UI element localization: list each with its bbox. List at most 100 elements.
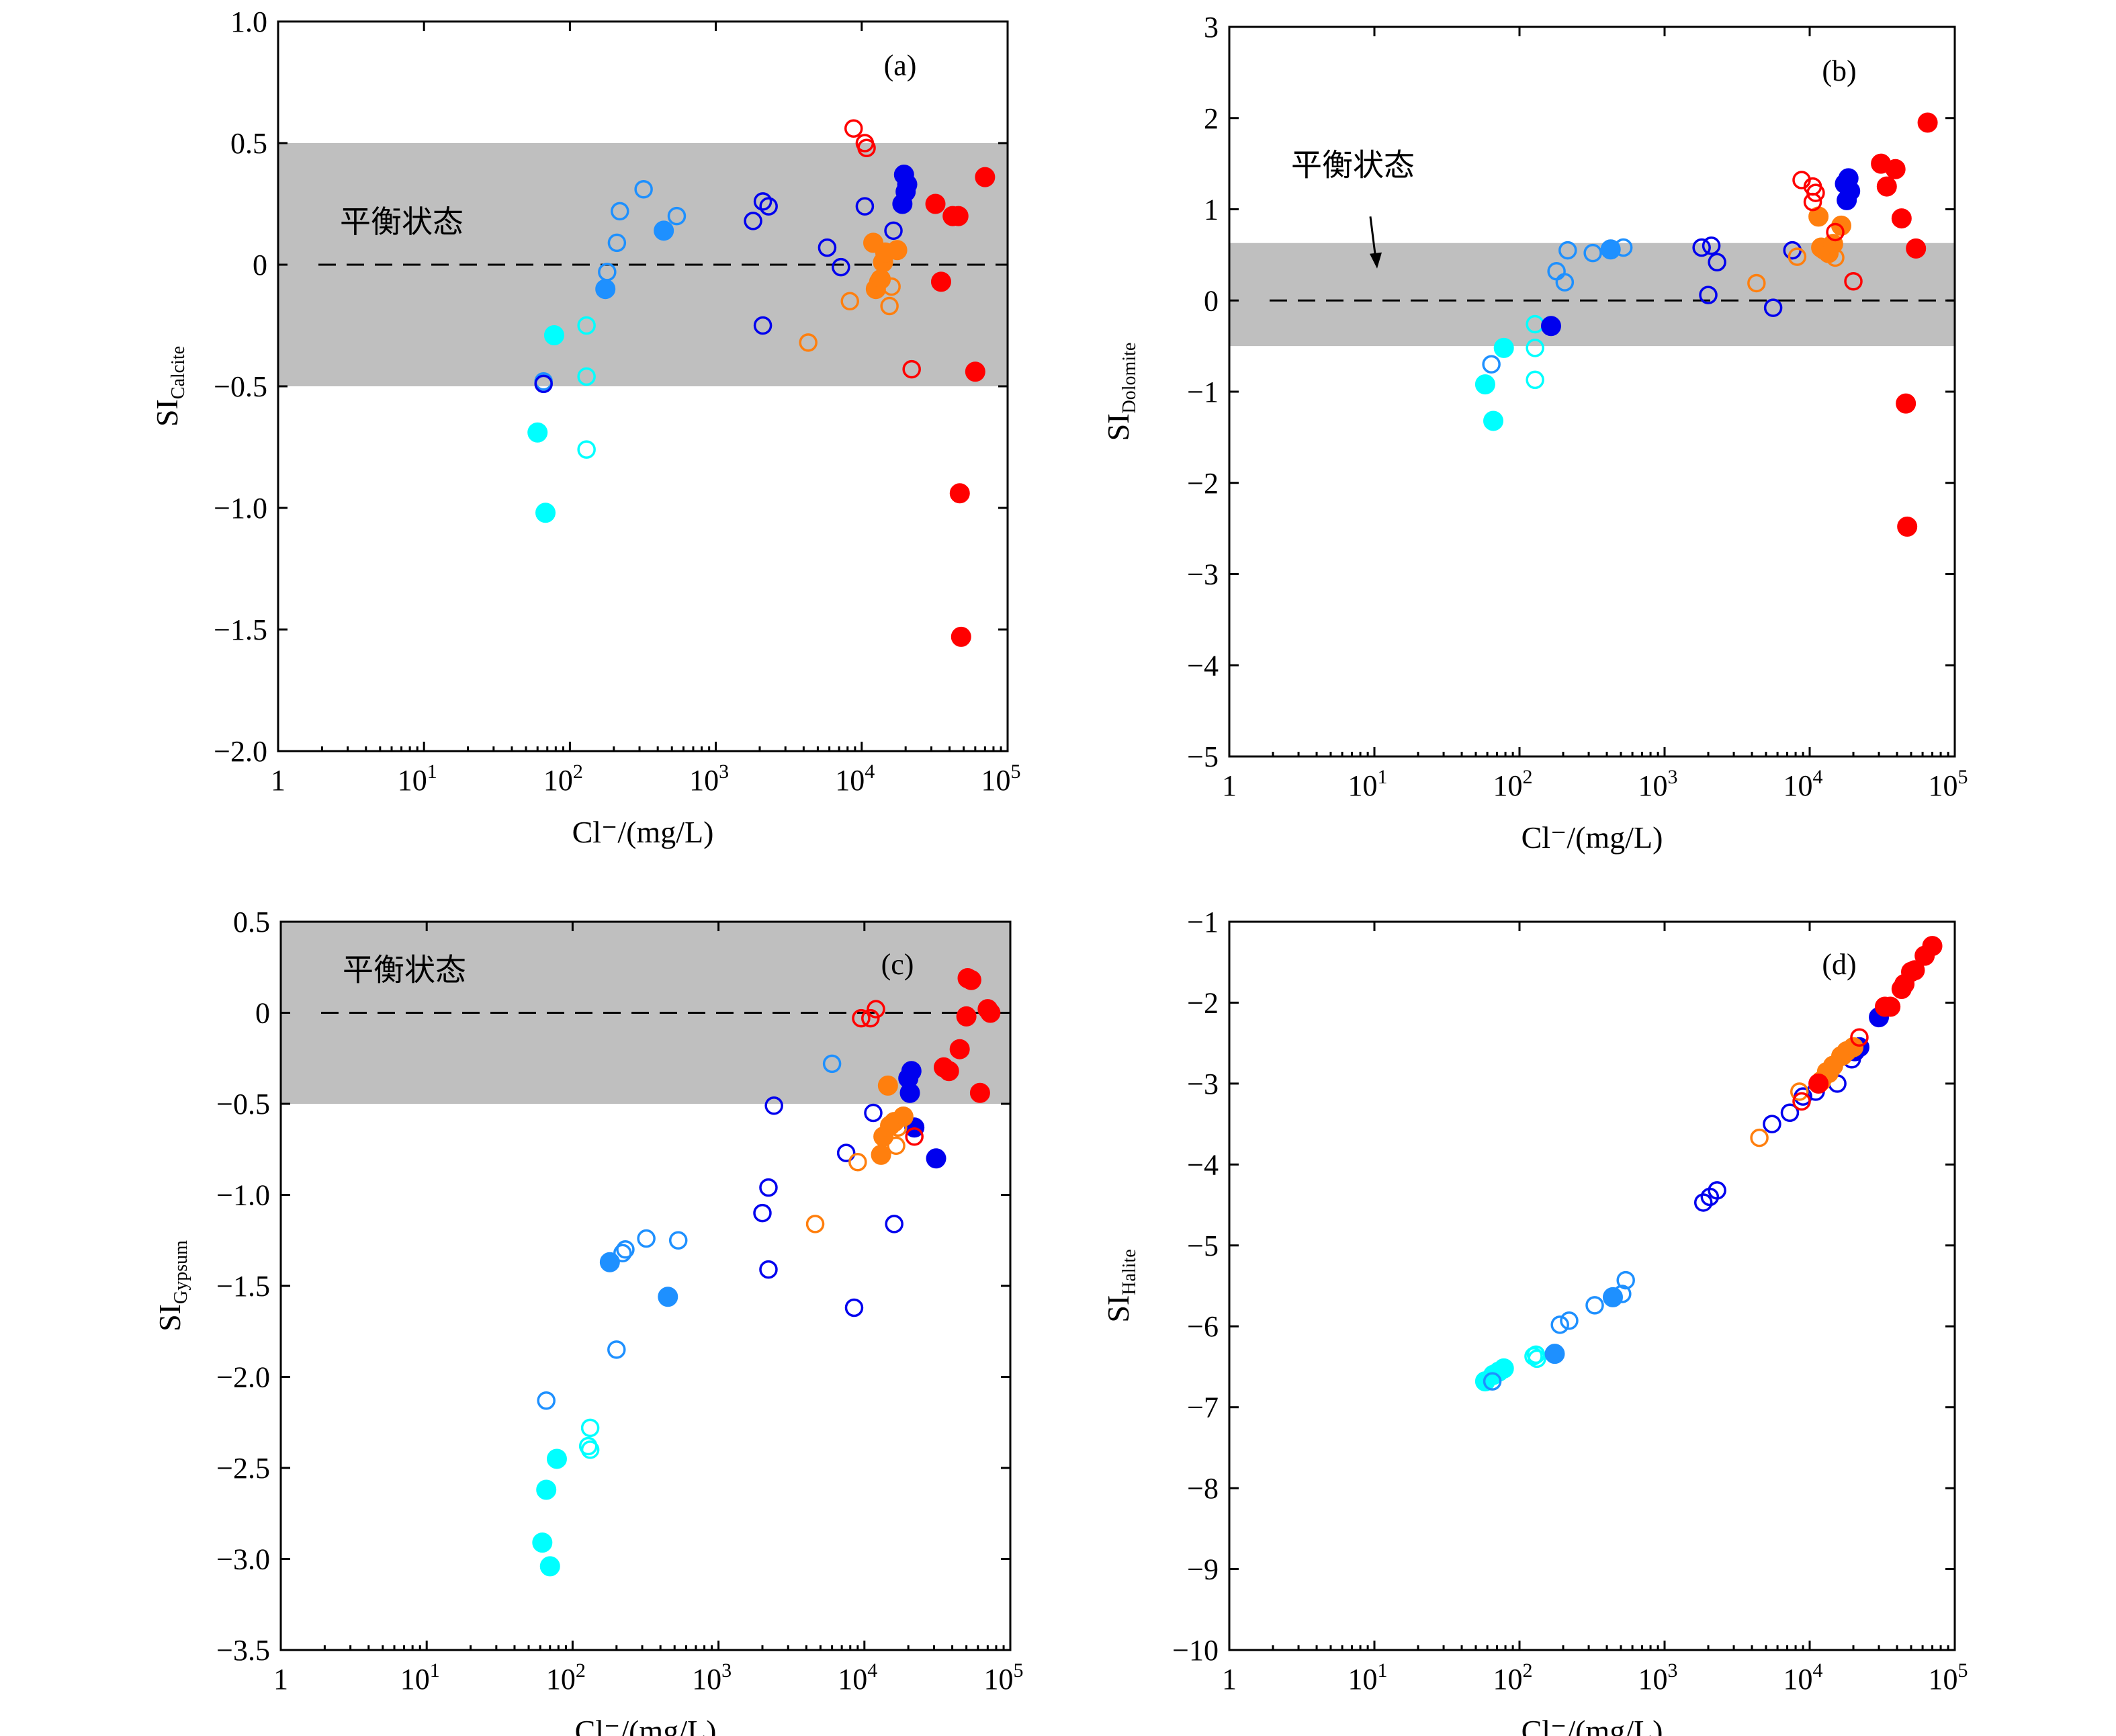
y-tick-label: −9 bbox=[1187, 1553, 1219, 1586]
data-point bbox=[1708, 1181, 1726, 1200]
y-axis-title: SIHalite bbox=[1101, 1249, 1140, 1322]
data-point bbox=[805, 1215, 825, 1233]
panel-a: 平衡状态 1 101 102 103 104 105 1.0 0.5 0 −0.5 −1.0 −1.5 −… bbox=[150, 5, 1021, 849]
y-tick-label: 0 bbox=[255, 997, 270, 1030]
y-tick-label: −3.5 bbox=[216, 1634, 270, 1667]
y-tick-label: −4 bbox=[1187, 649, 1219, 682]
x-axis-title: Cl⁻/(mg/L) bbox=[575, 1714, 717, 1736]
data-point bbox=[595, 279, 616, 300]
data-point bbox=[948, 206, 969, 226]
panel-b: 平衡状态 1 101 102 103 104 105 3 2 1 0 −1 −2 −3 −4 −5 Cl⁻/(m… bbox=[1101, 11, 1968, 855]
band-label-arrowhead bbox=[1370, 252, 1382, 269]
data-point bbox=[938, 1061, 959, 1082]
data-point bbox=[753, 316, 773, 335]
data-point bbox=[885, 1215, 903, 1233]
data-point bbox=[949, 483, 970, 504]
x-tick-label: 105 bbox=[981, 761, 1021, 797]
data-point bbox=[1555, 273, 1575, 292]
data-point bbox=[1550, 1315, 1569, 1334]
data-point bbox=[1526, 339, 1544, 357]
data-point bbox=[1602, 1287, 1623, 1307]
data-point bbox=[1788, 247, 1807, 266]
y-tick-label: −1 bbox=[1187, 376, 1219, 408]
data-point bbox=[534, 374, 553, 394]
plot-frame bbox=[1228, 920, 1956, 1651]
data-point bbox=[956, 1006, 977, 1027]
data-point bbox=[901, 1061, 922, 1082]
data-point bbox=[1544, 1344, 1565, 1364]
y-tick-label: −8 bbox=[1187, 1472, 1219, 1505]
data-point bbox=[861, 1008, 880, 1028]
data-point bbox=[607, 233, 627, 253]
y-tick-label: 3 bbox=[1204, 11, 1219, 44]
data-point bbox=[905, 1127, 924, 1146]
y-tick-label: 1.0 bbox=[230, 5, 267, 38]
x-tick-label: 101 bbox=[1348, 1659, 1388, 1696]
data-point bbox=[1792, 1092, 1811, 1111]
data-point bbox=[637, 1229, 656, 1248]
data-point bbox=[880, 296, 899, 316]
data-point bbox=[759, 1178, 778, 1197]
panel-tag: (c) bbox=[881, 948, 914, 981]
data-point bbox=[975, 167, 996, 187]
data-point bbox=[753, 192, 773, 211]
data-point bbox=[532, 1532, 553, 1553]
y-tick-label: −5 bbox=[1187, 740, 1219, 773]
data-point bbox=[969, 1082, 990, 1103]
y-tick-label: −1.0 bbox=[216, 1179, 270, 1212]
data-point bbox=[537, 1391, 556, 1410]
data-point bbox=[1790, 1082, 1809, 1101]
data-point bbox=[580, 1418, 600, 1438]
data-point bbox=[844, 1298, 864, 1317]
data-point bbox=[744, 212, 762, 230]
data-point bbox=[1880, 996, 1901, 1017]
data-point bbox=[1483, 1372, 1502, 1391]
x-axis-title: Cl⁻/(mg/L) bbox=[1522, 820, 1663, 855]
x-tick-label: 103 bbox=[1638, 766, 1678, 802]
data-point bbox=[753, 1203, 772, 1223]
data-point bbox=[1600, 239, 1621, 260]
y-tick-label: −0.5 bbox=[216, 1088, 270, 1121]
data-point bbox=[852, 1008, 871, 1028]
data-point bbox=[535, 503, 556, 523]
y-tick-label: 1 bbox=[1204, 193, 1219, 226]
data-point bbox=[1844, 271, 1863, 291]
y-tick-label: −1.5 bbox=[214, 613, 267, 646]
plot-frame bbox=[1228, 26, 1956, 758]
x-tick-label: 101 bbox=[400, 1659, 440, 1696]
data-point bbox=[577, 367, 596, 386]
data-point bbox=[1702, 236, 1721, 255]
data-point bbox=[1693, 1193, 1713, 1212]
data-point bbox=[1474, 374, 1495, 395]
data-point bbox=[855, 197, 875, 216]
data-point bbox=[1922, 936, 1943, 957]
data-point bbox=[764, 1096, 783, 1115]
data-point bbox=[871, 269, 891, 290]
data-point bbox=[844, 119, 863, 138]
data-point bbox=[980, 1002, 1001, 1023]
data-point bbox=[1876, 176, 1897, 197]
x-tick-label: 103 bbox=[689, 761, 729, 797]
data-point bbox=[1763, 1115, 1781, 1133]
y-tick-label: −4 bbox=[1187, 1148, 1219, 1181]
data-point bbox=[818, 238, 837, 257]
y-axis-title: SIDolomite bbox=[1101, 343, 1140, 441]
data-point bbox=[1482, 355, 1501, 374]
data-point bbox=[1806, 183, 1825, 202]
data-point bbox=[1708, 253, 1726, 271]
data-point bbox=[1803, 192, 1822, 212]
data-point bbox=[759, 197, 778, 216]
data-point bbox=[857, 138, 876, 157]
x-tick-label: 102 bbox=[543, 761, 583, 797]
data-point bbox=[832, 257, 850, 277]
x-tick-label: 1 bbox=[1222, 769, 1237, 802]
data-point bbox=[1906, 238, 1927, 259]
data-point bbox=[634, 180, 653, 199]
y-tick-label: −2 bbox=[1187, 986, 1219, 1019]
x-tick-label: 103 bbox=[1638, 1659, 1678, 1696]
data-point bbox=[667, 206, 687, 226]
x-tick-label: 104 bbox=[1783, 766, 1823, 802]
y-tick-label: −1.0 bbox=[214, 492, 267, 525]
data-point bbox=[546, 1448, 567, 1469]
band-label: 平衡状态 bbox=[340, 204, 464, 240]
